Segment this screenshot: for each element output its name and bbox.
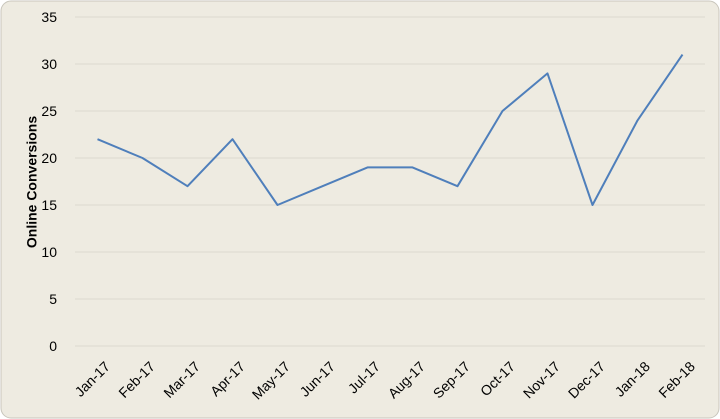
y-tick-label: 25 <box>41 103 57 119</box>
y-tick-label: 35 <box>41 9 57 25</box>
y-tick-label: 5 <box>49 291 57 307</box>
y-axis-title: Online Conversions <box>24 116 40 248</box>
y-tick-label: 0 <box>49 338 57 354</box>
y-tick-label: 10 <box>41 244 57 260</box>
y-tick-label: 15 <box>41 197 57 213</box>
line <box>97 54 684 206</box>
y-tick-label: 30 <box>41 56 57 72</box>
y-tick-label: 20 <box>41 150 57 166</box>
